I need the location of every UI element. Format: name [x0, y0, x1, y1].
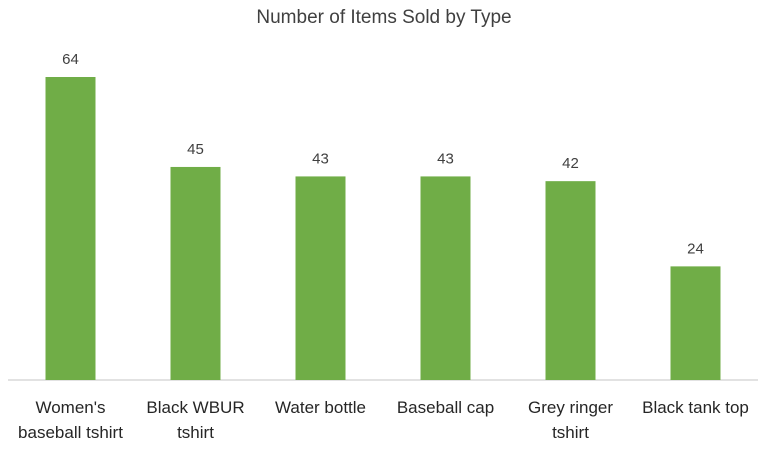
bar [420, 176, 471, 380]
value-label: 24 [687, 240, 704, 257]
value-label: 64 [62, 51, 79, 68]
value-label: 42 [562, 155, 579, 172]
bar [670, 266, 721, 380]
x-tick-label: Grey ringer tshirt [527, 398, 614, 442]
x-tick-label: Water bottle [274, 398, 367, 417]
value-label: 45 [187, 141, 204, 158]
x-tick-label: Black WBUR tshirt [146, 398, 245, 442]
value-label: 43 [437, 150, 454, 167]
bar [45, 77, 96, 380]
x-tick-label: Black tank top [642, 398, 749, 417]
x-tick-label: Women's baseball tshirt [18, 398, 123, 442]
bar [545, 181, 596, 380]
value-label: 43 [312, 150, 329, 167]
x-tick-label: Baseball cap [396, 398, 495, 417]
bar [295, 176, 346, 380]
chart-title: Number of Items Sold by Type [256, 7, 511, 28]
bar [170, 166, 221, 380]
